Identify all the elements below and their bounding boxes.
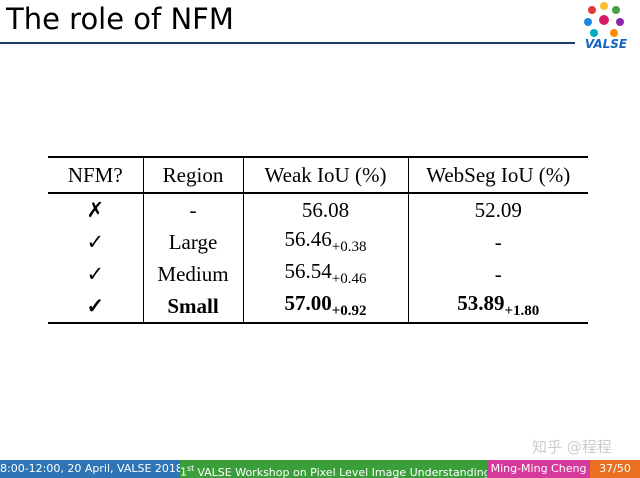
cell-value: 56.46 <box>284 227 332 252</box>
workshop-name: VALSE Workshop on Pixel Level Image Unde… <box>197 465 487 478</box>
cell-value: - <box>494 229 502 254</box>
column-header: Region <box>142 157 243 194</box>
table-row: ✓ Small 57.00+0.92 53.89+1.80 <box>48 290 588 323</box>
logo: VALSE <box>584 2 628 51</box>
cell-value: 56.54 <box>284 259 332 284</box>
table-cell: - <box>142 193 243 226</box>
cell-value: 56.08 <box>301 197 350 222</box>
table-cell: 56.08 <box>242 193 408 226</box>
table-row: ✓ Large 56.46+0.38- <box>48 226 588 258</box>
table-cell: ✓ <box>86 261 105 286</box>
table-cell: 56.46+0.38 <box>242 226 408 258</box>
footer-speaker: Ming-Ming Cheng <box>487 460 590 478</box>
table-cell: 52.09 <box>407 193 588 226</box>
column-header: Weak IoU (%) <box>242 157 408 194</box>
table-cell: ✓ <box>86 229 105 254</box>
cell-value: 57.00 <box>284 291 332 316</box>
table-cell: ✗ <box>86 197 105 222</box>
footer: 8:00-12:00, 20 April, VALSE 2018 1st VALS… <box>0 460 640 478</box>
table-row: ✓ Medium 56.54+0.46- <box>48 258 588 290</box>
table-cell: - <box>407 226 588 258</box>
cell-value: 53.89 <box>457 291 505 316</box>
footer-workshop: 1st VALSE Workshop on Pixel Level Image U… <box>180 460 487 478</box>
column-header: WebSeg IoU (%) <box>407 157 588 194</box>
table-cell: 57.00+0.92 <box>242 290 408 323</box>
table-cell: 56.54+0.46 <box>242 258 408 290</box>
cell-gain: +0.46 <box>331 271 367 288</box>
cell-value: 52.09 <box>474 197 522 222</box>
table-row: ✗ - 56.08 52.09 <box>48 193 588 226</box>
footer-time: 8:00-12:00, 20 April, VALSE 2018 <box>0 460 180 478</box>
ordinal: 1 <box>180 465 187 478</box>
cell-gain: +1.80 <box>504 303 540 320</box>
ordinal-suffix: st <box>187 464 195 473</box>
cell-value: - <box>494 261 502 286</box>
title-rule <box>0 42 575 44</box>
column-header: NFM? <box>48 157 143 194</box>
table-cell: ✓ <box>86 293 105 318</box>
table-cell: Large <box>142 226 243 258</box>
watermark: 知乎 @程程 <box>532 438 612 456</box>
logo-text: VALSE <box>585 37 628 51</box>
results-table: NFM? Region Weak IoU (%) WebSeg IoU (%) ✗ -5… <box>48 156 588 324</box>
table-cell: Medium <box>142 258 243 290</box>
footer-page: 37/50 <box>590 460 640 478</box>
table-cell: 53.89+1.80 <box>407 290 588 323</box>
slide-title: The role of NFM <box>6 2 234 36</box>
table-cell: - <box>407 258 588 290</box>
cell-gain: +0.92 <box>331 303 367 320</box>
cell-gain: +0.38 <box>331 239 367 256</box>
table-cell: Small <box>142 290 243 323</box>
header-row: NFM? Region Weak IoU (%) WebSeg IoU (%) <box>48 157 588 194</box>
